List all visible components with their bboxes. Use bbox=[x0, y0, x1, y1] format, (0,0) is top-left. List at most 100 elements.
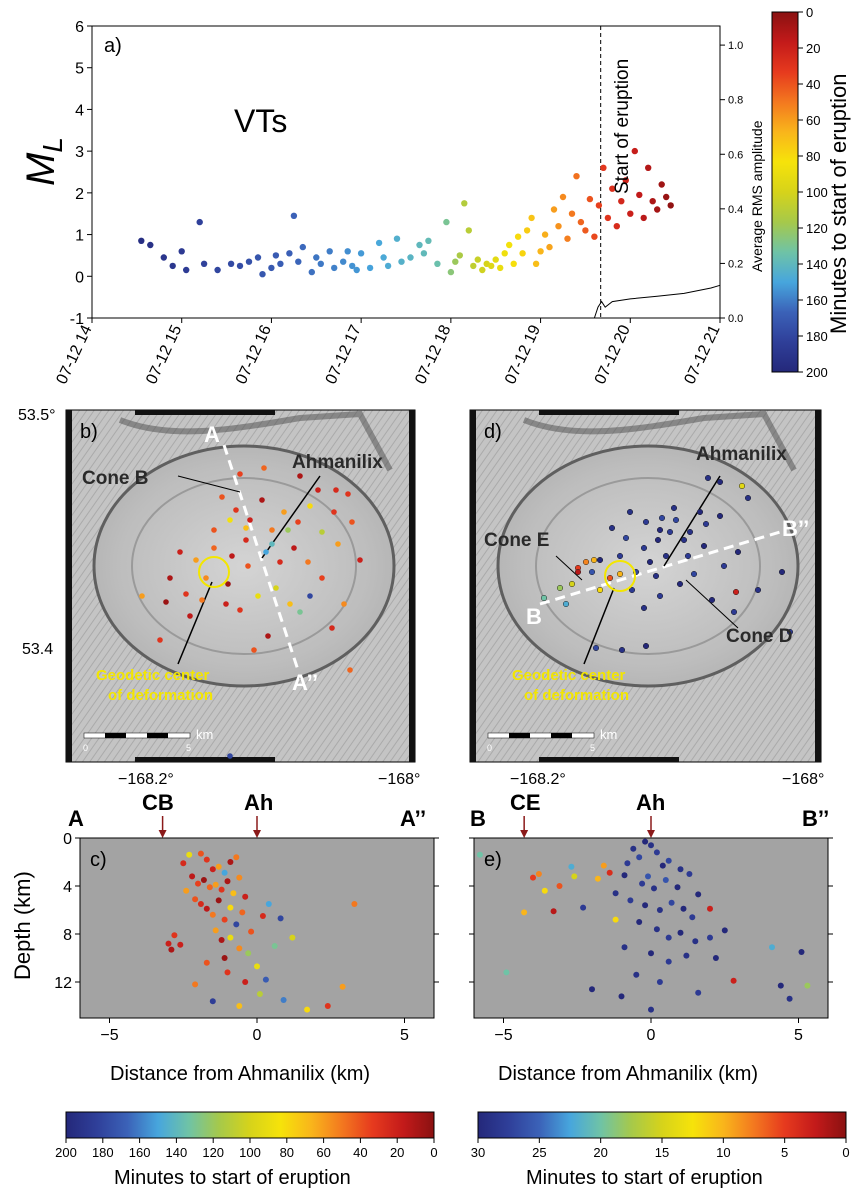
map-d-point bbox=[606, 574, 614, 582]
e-point bbox=[648, 1006, 654, 1013]
e-point bbox=[642, 838, 649, 845]
a-point bbox=[492, 256, 499, 263]
cbarBL-ticks-tick-label: 200 bbox=[55, 1145, 77, 1160]
map-d-point bbox=[642, 642, 650, 650]
e-point bbox=[695, 891, 702, 898]
map-b-point bbox=[281, 509, 287, 515]
pointer-geodetic-d bbox=[583, 587, 615, 665]
c-point bbox=[224, 878, 231, 885]
map-d-point bbox=[618, 646, 626, 654]
map-b-point bbox=[183, 591, 189, 597]
map-d-point bbox=[642, 518, 650, 526]
cbarBL-ticks-tick-label: 60 bbox=[316, 1145, 330, 1160]
lon-1682-label-b: −168.2° bbox=[118, 771, 174, 788]
c-point bbox=[289, 934, 296, 941]
map-b-point bbox=[251, 647, 257, 653]
e-point bbox=[674, 884, 681, 891]
c-point bbox=[233, 921, 240, 928]
c-point bbox=[262, 976, 269, 983]
lon-168-label-b: −168° bbox=[378, 771, 420, 788]
a-point bbox=[425, 237, 432, 244]
e-point bbox=[612, 916, 619, 923]
panel-b-map: b) A A’’ Cone B Ahmanilix Geodetic cente… bbox=[18, 407, 420, 788]
map-d-point bbox=[622, 534, 630, 542]
panel-a-points bbox=[138, 147, 674, 278]
section-e-ah-label: Ah bbox=[636, 790, 665, 815]
map-b-point bbox=[347, 667, 353, 673]
c-point bbox=[186, 851, 193, 858]
a-point bbox=[331, 264, 338, 272]
map-b-right-bar bbox=[409, 410, 415, 762]
c-point bbox=[206, 884, 213, 891]
map-b-point bbox=[219, 494, 225, 500]
ml-main: M bbox=[19, 152, 63, 186]
a-point bbox=[183, 266, 190, 274]
e-point bbox=[580, 904, 587, 911]
map-b-bottom-bar bbox=[135, 757, 275, 762]
e-point bbox=[653, 849, 660, 856]
e-point bbox=[677, 929, 684, 936]
e-point bbox=[707, 934, 713, 941]
map-d-point bbox=[608, 524, 616, 532]
a-y2tick-label: 0.0 bbox=[728, 313, 743, 325]
cbarBR-ticks-tick-label: 10 bbox=[716, 1145, 730, 1160]
a-point bbox=[416, 241, 423, 249]
a-point bbox=[523, 227, 531, 234]
a-point bbox=[586, 195, 594, 203]
map-d-right-bar bbox=[815, 410, 821, 762]
section-e-b-label: B bbox=[470, 806, 486, 831]
a-xtick-label: 07-12 17 bbox=[323, 322, 365, 387]
e-point bbox=[665, 934, 672, 941]
profile-line-b bbox=[539, 530, 781, 606]
a-xtick-label: 07-12 20 bbox=[592, 322, 634, 387]
start-eruption-label: Start of eruption bbox=[612, 59, 633, 194]
a-point bbox=[178, 248, 185, 255]
c-xtick-label: 0 bbox=[253, 1027, 262, 1044]
cbar-top-tick-label: 180 bbox=[806, 329, 828, 344]
map-b-point bbox=[297, 473, 303, 479]
c-point bbox=[197, 850, 204, 857]
vts-label: VTs bbox=[234, 103, 287, 139]
c-point bbox=[259, 913, 266, 919]
a-point bbox=[196, 218, 203, 226]
a-point bbox=[510, 260, 517, 267]
map-d-top-bar bbox=[539, 410, 679, 415]
map-b-point bbox=[139, 593, 145, 599]
a-point bbox=[340, 258, 347, 265]
pointer-geodetic-b bbox=[177, 581, 213, 665]
geodetic-circle-b bbox=[198, 556, 230, 588]
a-ytick-label: 1 bbox=[75, 228, 84, 245]
map-b-point bbox=[211, 545, 217, 551]
map-d-point bbox=[658, 514, 666, 522]
panel-e: B CE Ah B’’ −5 0 5 e) Distance from Ahmani… bbox=[469, 790, 833, 1085]
e-point bbox=[521, 909, 528, 916]
ahmanilix-label-d: Ahmanilix bbox=[696, 444, 787, 465]
rms-amplitude-line bbox=[593, 284, 721, 319]
c-ytick-label: 4 bbox=[63, 879, 72, 896]
a-point bbox=[479, 266, 486, 274]
c-point bbox=[209, 866, 216, 873]
y2-axis-label: Average RMS amplitude bbox=[749, 120, 765, 272]
e-point bbox=[653, 926, 660, 933]
panel-c: A CB Ah A’’ 0 4 8 12 −5 0 5 c) Depth (km) Dis… bbox=[10, 790, 439, 1085]
map-b-point bbox=[227, 753, 233, 759]
panel-a: -1 0 1 2 3 4 5 6 0.0 0.2 0.4 0.6 0.8 1.0 07-12 14 07-… bbox=[19, 19, 765, 387]
c-point bbox=[236, 1003, 243, 1009]
map-d-point bbox=[662, 552, 670, 560]
map-b-point bbox=[333, 487, 339, 493]
section-e-frame bbox=[473, 837, 829, 1019]
a-point bbox=[384, 262, 392, 270]
c-point bbox=[189, 873, 196, 880]
c-point bbox=[245, 950, 252, 957]
map-d-point bbox=[778, 568, 786, 576]
a-point bbox=[550, 206, 558, 213]
a-point bbox=[147, 241, 154, 249]
c-point bbox=[280, 997, 287, 1003]
e-point bbox=[606, 869, 613, 876]
a-xtick-label: 07-12 18 bbox=[412, 322, 454, 387]
map-b-point bbox=[277, 559, 283, 565]
a-point bbox=[631, 147, 638, 155]
e-point bbox=[769, 944, 775, 951]
a-point bbox=[582, 227, 589, 234]
cbarBL-ticks-tick-label: 120 bbox=[202, 1145, 224, 1160]
